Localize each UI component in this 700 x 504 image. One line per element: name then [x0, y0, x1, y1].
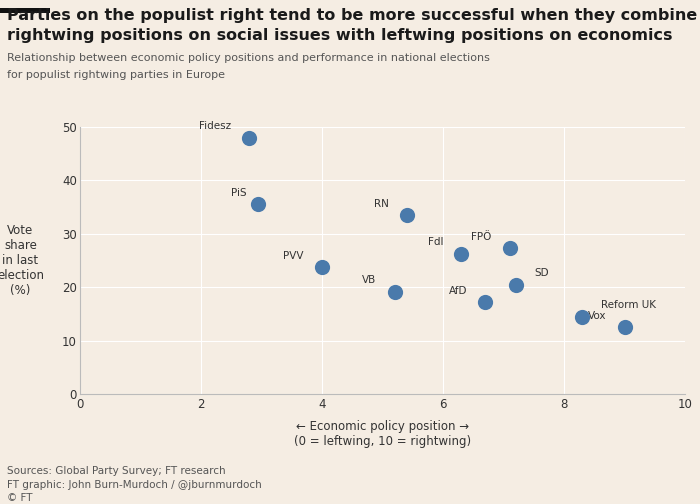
Point: [244, 134, 255, 142]
Text: Reform UK: Reform UK: [601, 300, 655, 310]
Text: Fidesz: Fidesz: [199, 121, 231, 131]
Text: AfD: AfD: [449, 286, 468, 296]
Point: [510, 281, 522, 289]
Text: FT graphic: John Burn-Murdoch / @jburnmurdoch: FT graphic: John Burn-Murdoch / @jburnmu…: [7, 480, 262, 490]
Point: [619, 324, 630, 332]
Text: Vox: Vox: [588, 311, 607, 321]
Text: PVV: PVV: [284, 250, 304, 261]
Point: [253, 201, 264, 209]
Text: Parties on the populist right tend to be more successful when they combine: Parties on the populist right tend to be…: [7, 8, 697, 23]
X-axis label: ← Economic policy position →
(0 = leftwing, 10 = rightwing): ← Economic policy position → (0 = leftwi…: [294, 420, 471, 448]
Text: for populist rightwing parties in Europe: for populist rightwing parties in Europe: [7, 70, 225, 80]
Text: rightwing positions on social issues with leftwing positions on economics: rightwing positions on social issues wit…: [7, 28, 673, 43]
Point: [456, 249, 467, 258]
Text: RN: RN: [374, 199, 388, 209]
Point: [577, 312, 588, 321]
Point: [401, 211, 412, 219]
Point: [480, 298, 491, 306]
Text: PiS: PiS: [231, 188, 246, 198]
Point: [316, 263, 328, 271]
Text: Sources: Global Party Survey; FT research: Sources: Global Party Survey; FT researc…: [7, 466, 225, 476]
Text: Relationship between economic policy positions and performance in national elect: Relationship between economic policy pos…: [7, 53, 490, 63]
Text: FPÖ: FPÖ: [471, 232, 491, 242]
Text: © FT: © FT: [7, 493, 32, 503]
Point: [504, 244, 515, 253]
Text: SD: SD: [534, 268, 549, 278]
Point: [389, 287, 400, 295]
Y-axis label: Vote
share
in last
election
(%): Vote share in last election (%): [0, 224, 44, 297]
Text: VB: VB: [362, 275, 377, 285]
Text: FdI: FdI: [428, 237, 443, 247]
